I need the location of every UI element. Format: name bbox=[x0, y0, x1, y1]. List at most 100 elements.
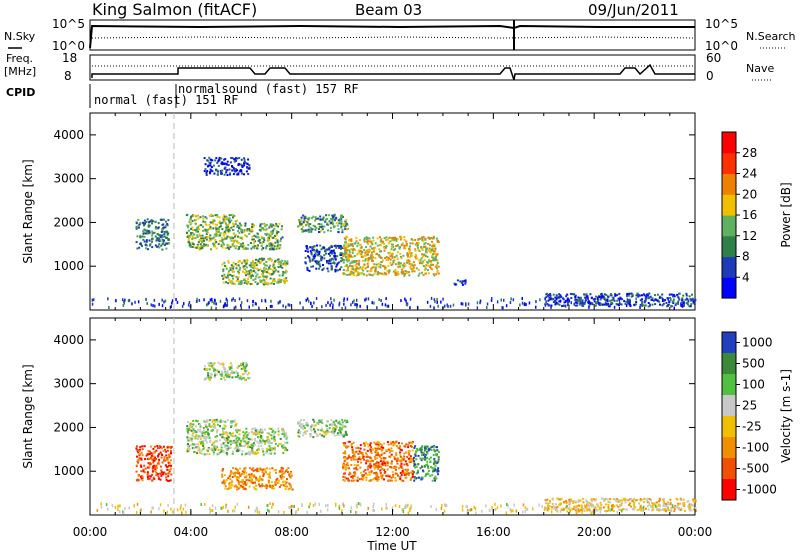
data-cell bbox=[137, 459, 140, 462]
data-cell bbox=[645, 507, 647, 510]
data-cell bbox=[262, 257, 265, 260]
data-cell bbox=[282, 481, 285, 484]
data-cell bbox=[583, 302, 586, 305]
cpid-panel: CPID normal (fast) 151 RF normalsound (f… bbox=[6, 82, 359, 108]
data-cell bbox=[374, 477, 377, 480]
data-cell bbox=[402, 254, 405, 257]
data-cell bbox=[461, 505, 464, 509]
data-cell bbox=[206, 159, 209, 162]
data-cell bbox=[364, 441, 367, 444]
data-cell bbox=[237, 374, 240, 377]
data-cell bbox=[609, 299, 612, 302]
data-cell bbox=[326, 248, 329, 251]
data-cell bbox=[312, 436, 315, 439]
data-cell bbox=[148, 477, 151, 480]
data-cell bbox=[237, 481, 240, 484]
data-cell bbox=[154, 459, 157, 462]
data-cell bbox=[397, 261, 400, 264]
data-cell bbox=[366, 455, 369, 458]
data-cell bbox=[166, 457, 169, 459]
data-cell bbox=[166, 234, 169, 237]
data-cell bbox=[496, 506, 499, 510]
data-cell bbox=[252, 299, 254, 303]
data-cell bbox=[223, 243, 225, 246]
data-cell bbox=[240, 480, 243, 483]
data-cell bbox=[376, 447, 379, 450]
data-cell bbox=[260, 260, 262, 263]
data-cell bbox=[276, 246, 279, 249]
data-cell bbox=[247, 244, 250, 247]
data-cell bbox=[342, 475, 345, 478]
data-cell bbox=[567, 302, 569, 305]
data-cell bbox=[222, 232, 225, 235]
data-cell bbox=[683, 303, 685, 307]
data-cell bbox=[190, 227, 192, 230]
data-cell bbox=[236, 225, 239, 228]
data-cell bbox=[227, 260, 230, 263]
data-cell bbox=[418, 250, 421, 252]
data-cell bbox=[285, 434, 288, 437]
data-cell bbox=[433, 306, 435, 310]
data-cell bbox=[376, 479, 379, 482]
data-cell bbox=[171, 299, 174, 303]
data-cell bbox=[236, 157, 239, 160]
data-cell bbox=[568, 498, 571, 501]
data-cell bbox=[309, 502, 311, 506]
data-cell bbox=[215, 247, 218, 250]
data-cell bbox=[424, 447, 426, 450]
data-cell bbox=[150, 303, 153, 307]
data-cell bbox=[331, 217, 334, 220]
data-cell bbox=[235, 370, 238, 373]
data-cell bbox=[229, 268, 232, 271]
data-cell bbox=[151, 479, 154, 482]
data-cell bbox=[269, 484, 271, 487]
data-cell bbox=[124, 298, 126, 302]
data-cell bbox=[330, 265, 333, 268]
data-cell bbox=[351, 255, 354, 258]
data-cell bbox=[545, 506, 548, 509]
data-cell bbox=[682, 302, 685, 305]
data-cell bbox=[434, 469, 437, 472]
data-cell bbox=[402, 479, 405, 482]
data-cell bbox=[676, 293, 679, 296]
data-cell bbox=[406, 255, 409, 258]
data-cell bbox=[258, 306, 260, 310]
data-cell bbox=[163, 239, 166, 242]
data-cell bbox=[208, 364, 211, 367]
data-cell bbox=[327, 262, 330, 265]
data-cell bbox=[565, 507, 568, 510]
data-cell bbox=[140, 457, 143, 460]
data-cell bbox=[92, 298, 95, 302]
data-cell bbox=[311, 259, 314, 262]
data-cell bbox=[246, 228, 249, 231]
data-cell bbox=[377, 445, 380, 448]
data-cell bbox=[207, 431, 209, 434]
data-region bbox=[203, 156, 251, 176]
data-cell bbox=[394, 477, 397, 480]
data-cell bbox=[300, 219, 303, 222]
cpid-label: CPID bbox=[6, 86, 35, 99]
freq-left-label-1: Freq. bbox=[6, 52, 33, 65]
data-cell bbox=[252, 259, 254, 262]
data-cell bbox=[163, 233, 166, 236]
data-cell bbox=[600, 503, 603, 506]
data-cell bbox=[269, 264, 272, 267]
data-cell bbox=[268, 245, 271, 248]
data-cell bbox=[209, 234, 212, 237]
data-cell bbox=[220, 443, 223, 446]
data-cell bbox=[414, 463, 417, 466]
data-cell bbox=[241, 238, 244, 241]
data-cell bbox=[411, 264, 414, 267]
data-cell bbox=[338, 261, 341, 264]
data-cell bbox=[379, 255, 382, 258]
data-cell bbox=[246, 446, 249, 449]
data-cell bbox=[340, 260, 343, 263]
data-cell bbox=[202, 442, 205, 445]
data-cell bbox=[163, 243, 166, 246]
data-cell bbox=[187, 432, 190, 435]
data-cell bbox=[157, 226, 160, 229]
data-cell bbox=[351, 300, 354, 304]
data-cell bbox=[208, 368, 211, 371]
data-cell bbox=[379, 469, 382, 472]
data-cell bbox=[666, 505, 669, 508]
